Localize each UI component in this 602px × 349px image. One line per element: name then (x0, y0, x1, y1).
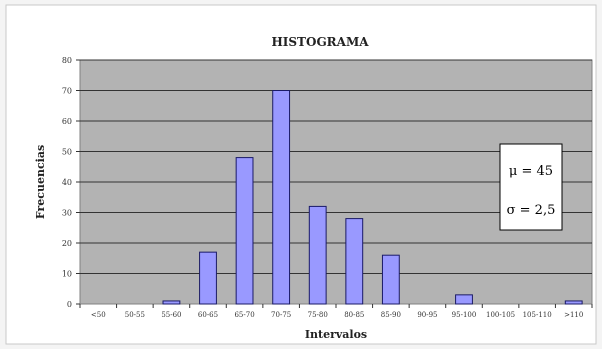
x-tick-label: 55-60 (161, 311, 181, 319)
x-tick-label: 50-55 (125, 311, 145, 319)
x-tick-label: <50 (91, 311, 106, 319)
bar-80-85 (345, 218, 364, 305)
y-tick-label: 80 (62, 56, 72, 65)
x-tick-label: 80-85 (344, 311, 364, 319)
x-tick-label: >110 (564, 311, 583, 319)
x-tick-label: 95-100 (452, 311, 477, 319)
x-tick-label: 65-70 (234, 311, 254, 319)
x-tick-label: 90-95 (417, 311, 437, 319)
bar-75-80 (308, 205, 327, 305)
y-tick-label: 0 (67, 300, 72, 309)
x-tick-label: 60-65 (198, 311, 218, 319)
bar-95-100 (455, 294, 473, 305)
y-axis-ticks: 0 10 20 30 40 50 60 70 80 (62, 56, 80, 309)
y-tick-label: 30 (62, 209, 72, 218)
x-tick-label: 70-75 (271, 311, 291, 319)
x-tick-label: 105-110 (523, 311, 552, 319)
bar-60-65 (199, 251, 217, 305)
y-tick-label: 10 (62, 270, 72, 279)
y-tick-label: 40 (62, 178, 72, 187)
y-tick-label: 20 (62, 239, 72, 248)
x-tick-label: 100-105 (486, 311, 515, 319)
bar->110 (564, 300, 583, 305)
y-tick-label: 50 (62, 148, 72, 157)
y-tick-label: 70 (62, 87, 72, 96)
bars (162, 90, 583, 305)
sigma-label: σ = 2,5 (507, 203, 556, 218)
mu-label: μ = 45 (509, 164, 553, 179)
bar-55-60 (162, 300, 181, 305)
parameters-box-frame (499, 143, 563, 231)
x-tick-label: 85-90 (381, 311, 401, 319)
x-axis-ticks: <50 50-55 55-60 60-65 65-70 70-75 75-80 80-85 85… (79, 304, 593, 319)
x-tick-label: 75-80 (308, 311, 328, 319)
x-axis-label: Intervalos (305, 328, 367, 341)
bar-65-70 (235, 157, 254, 305)
bar-85-90 (381, 254, 400, 305)
y-tick-label: 60 (62, 117, 72, 126)
parameters-box: μ = 45 σ = 2,5 (499, 143, 563, 231)
chart-title: HISTOGRAMA (271, 35, 369, 49)
bar-70-75 (272, 90, 291, 305)
y-axis-label: Frecuencias (34, 145, 47, 219)
